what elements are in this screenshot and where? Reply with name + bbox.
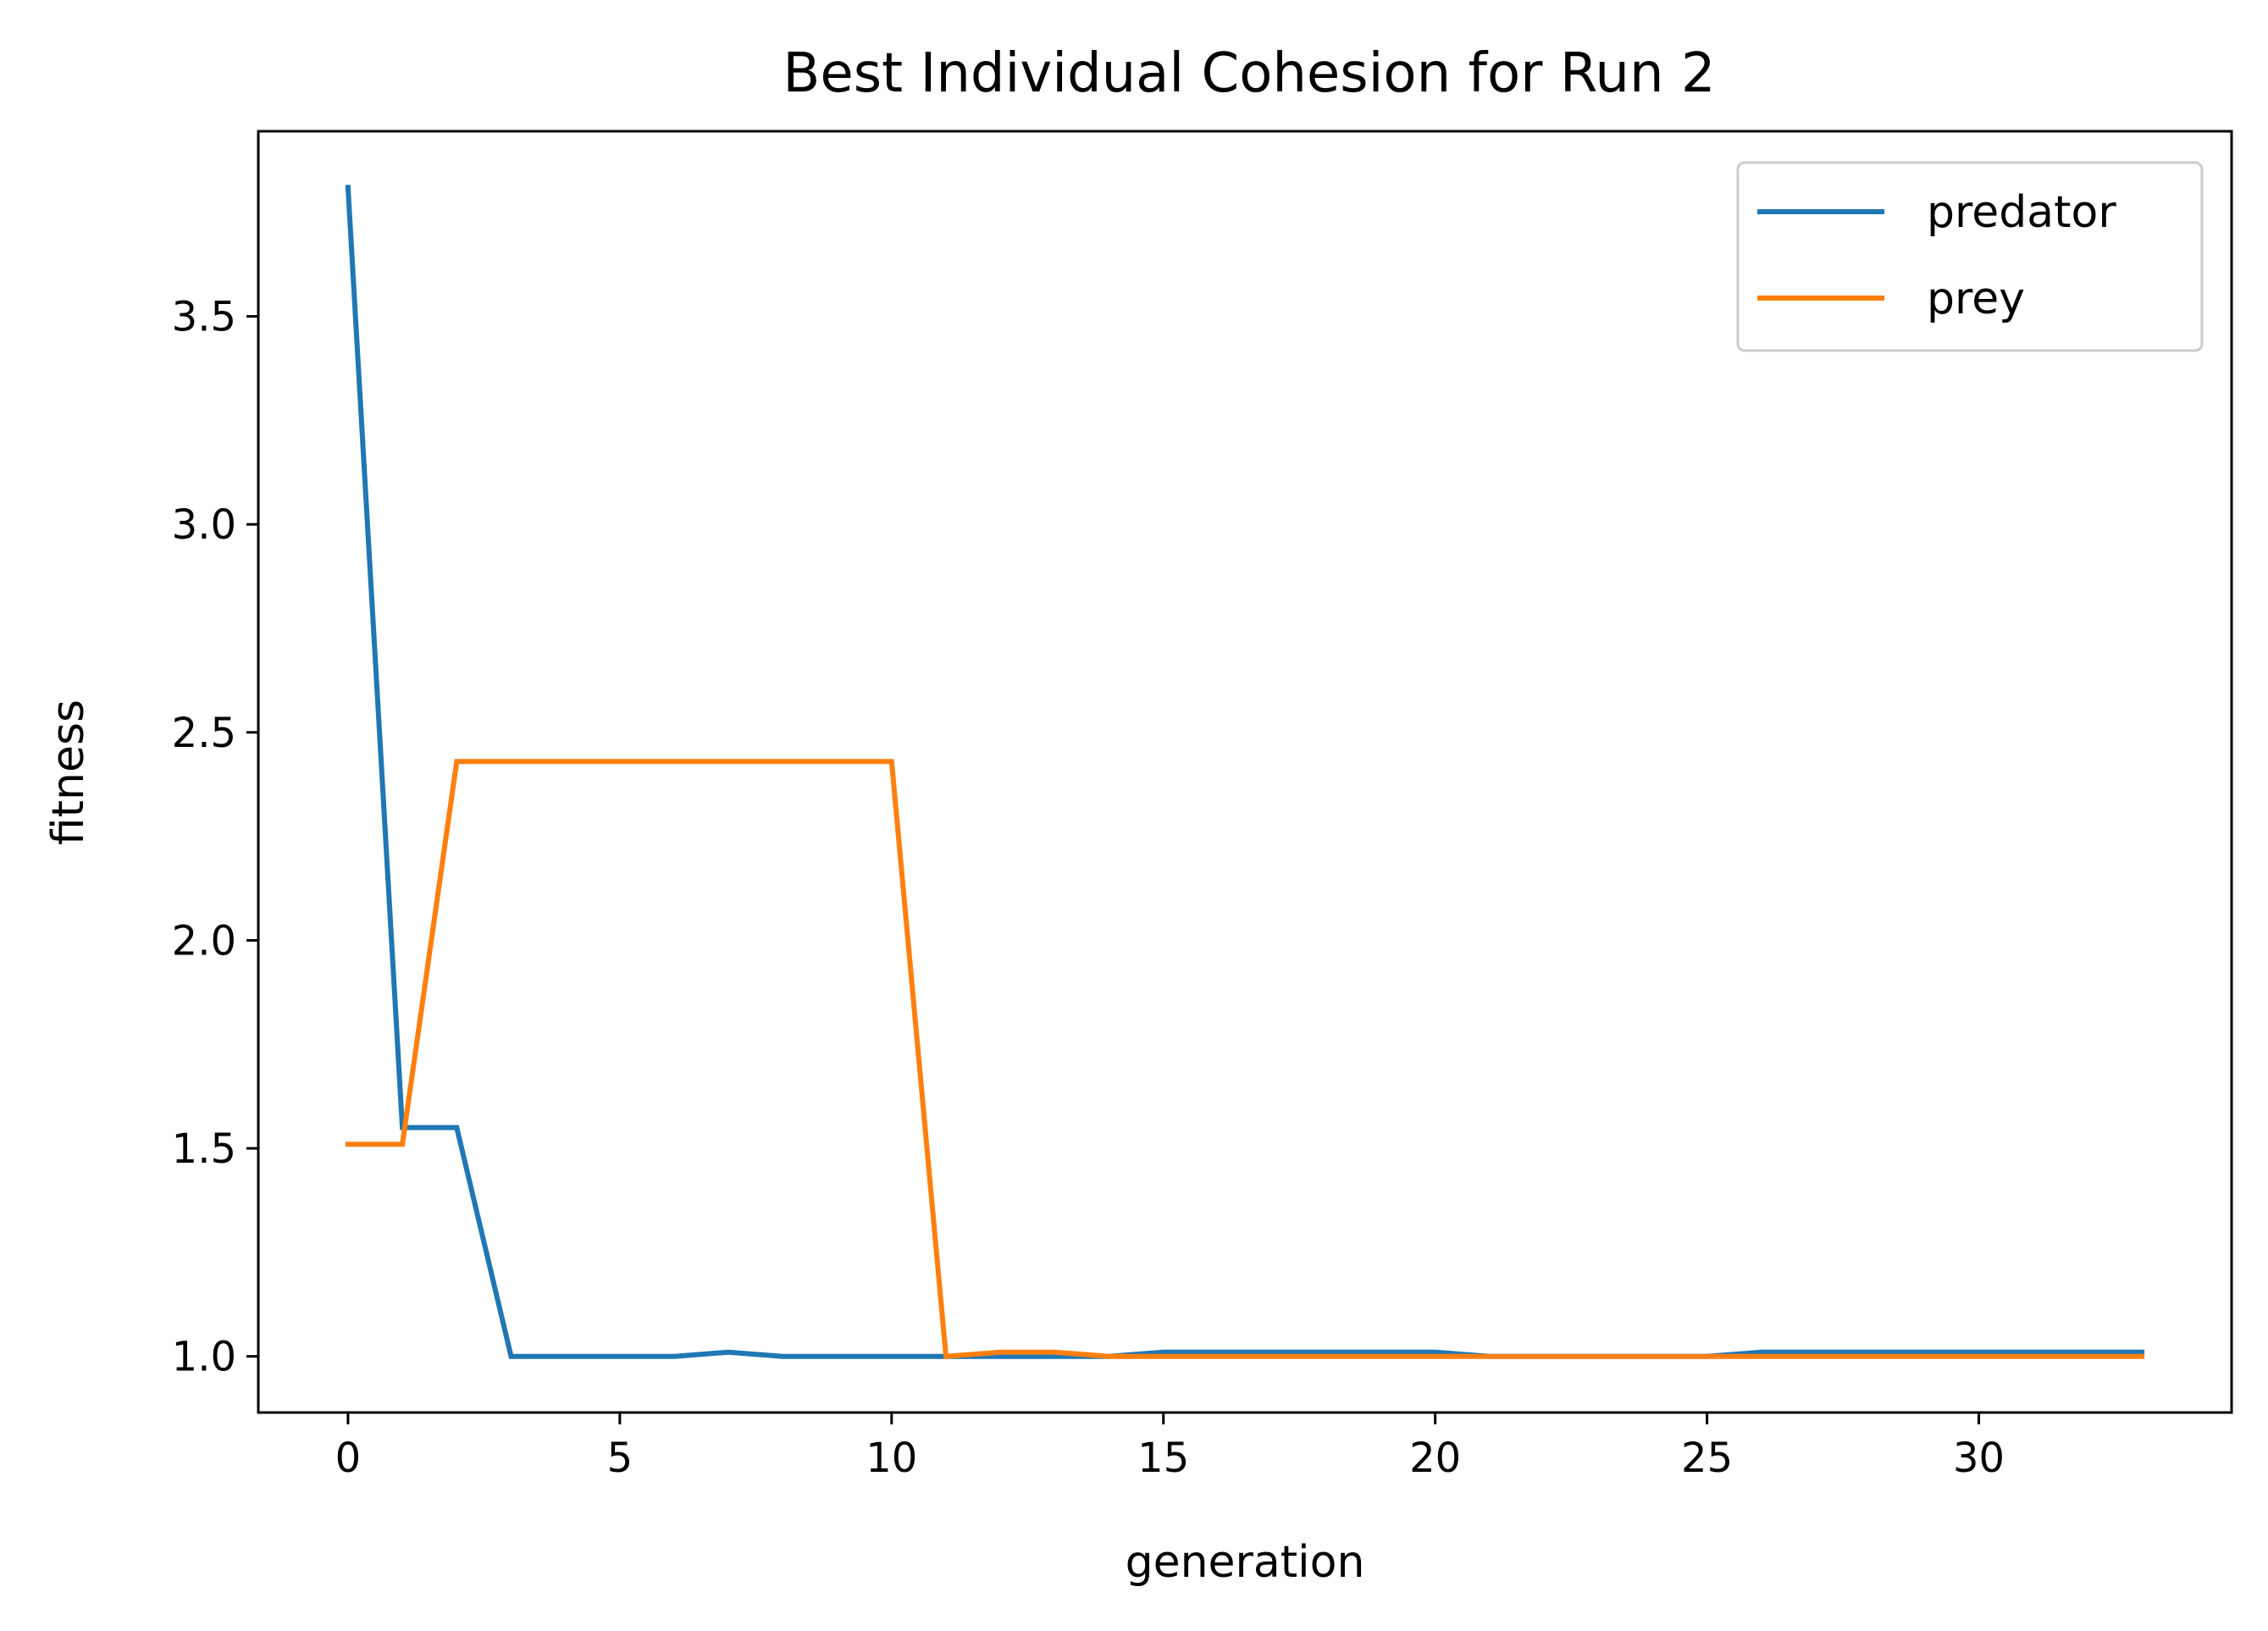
x-tick-label: 10 — [866, 1435, 917, 1482]
legend: predator prey — [1736, 161, 2204, 352]
legend-label-predator: predator — [1927, 187, 2116, 238]
plot-area-frame — [257, 130, 2233, 1414]
y-tick-label: 1.0 — [172, 1334, 236, 1381]
y-tick-label: 2.5 — [172, 710, 236, 757]
y-tick-label: 3.0 — [172, 501, 236, 549]
series-line-prey — [345, 759, 2145, 1359]
series-layer — [345, 185, 2145, 1359]
y-axis: 1.0 1.5 2.0 2.5 3.0 3.5 — [172, 294, 258, 1381]
x-tick-label: 15 — [1137, 1435, 1189, 1482]
x-tick-label: 30 — [1953, 1435, 2005, 1482]
y-tick-label: 2.0 — [172, 917, 236, 965]
x-tick-label: 5 — [607, 1435, 633, 1482]
series-line-predator — [345, 185, 2145, 1359]
x-tick-label: 20 — [1409, 1435, 1461, 1482]
x-tick-label: 0 — [335, 1435, 362, 1482]
x-tick-label: 25 — [1681, 1435, 1733, 1482]
y-tick-label: 3.5 — [172, 294, 236, 341]
y-tick-label: 1.5 — [172, 1125, 236, 1173]
legend-label-prey: prey — [1927, 274, 2025, 324]
chart-title: Best Individual Cohesion for Run 2 — [783, 42, 1715, 105]
x-axis-label: generation — [1126, 1537, 1365, 1588]
y-axis-label: fitness — [43, 699, 94, 845]
x-axis: 0 5 10 15 20 25 30 — [335, 1413, 2005, 1482]
